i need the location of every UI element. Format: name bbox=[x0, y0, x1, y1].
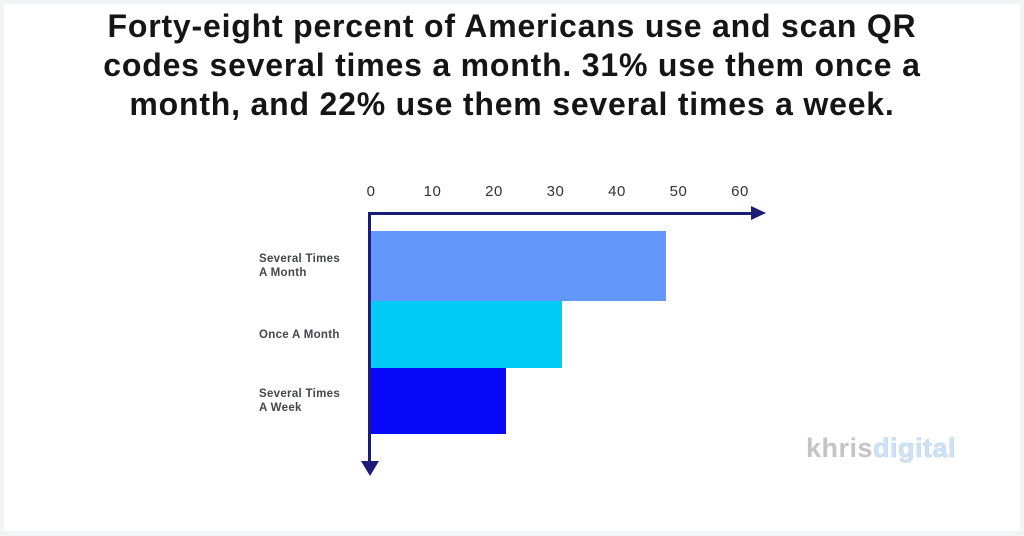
category-label-several-times-a-month: Several Times A Month bbox=[259, 252, 367, 280]
category-label-once-a-month: Once A Month bbox=[259, 328, 367, 342]
x-axis-arrow-icon bbox=[751, 206, 766, 220]
bar-several-times-a-week bbox=[371, 368, 506, 434]
category-label-several-times-a-week: Several Times A Week bbox=[259, 387, 367, 415]
chart-title: Forty-eight percent of Americans use and… bbox=[0, 7, 1024, 124]
x-axis-tick-50: 50 bbox=[669, 183, 688, 200]
category-label-line: A Week bbox=[259, 402, 302, 414]
watermark-prefix: khris bbox=[806, 433, 874, 463]
x-axis-tick-30: 30 bbox=[546, 183, 565, 200]
category-label-line: Several Times bbox=[259, 253, 341, 265]
category-label-line: Once A Month bbox=[259, 329, 340, 341]
x-axis-tick-10: 10 bbox=[423, 183, 442, 200]
watermark-suffix: digital bbox=[873, 433, 957, 464]
chart-title-line-1: Forty-eight percent of Americans use and… bbox=[107, 8, 917, 44]
watermark: khrisdigital bbox=[806, 433, 956, 464]
x-axis-tick-60: 60 bbox=[731, 183, 749, 200]
bar-several-times-a-month bbox=[371, 231, 666, 301]
category-label-line: Several Times bbox=[259, 388, 341, 400]
chart-title-line-2: codes several times a month. 31% use the… bbox=[103, 47, 921, 83]
y-axis-line bbox=[368, 212, 371, 462]
category-label-line: A Month bbox=[259, 267, 307, 279]
x-axis-tick-40: 40 bbox=[608, 183, 626, 200]
y-axis-arrow-icon bbox=[361, 461, 379, 476]
x-axis-line bbox=[368, 212, 752, 215]
chart-title-line-3: month, and 22% use them several times a … bbox=[129, 86, 895, 122]
bar-once-a-month bbox=[371, 301, 562, 368]
x-axis-tick-0: 0 bbox=[366, 183, 376, 200]
x-axis-tick-20: 20 bbox=[485, 183, 503, 200]
